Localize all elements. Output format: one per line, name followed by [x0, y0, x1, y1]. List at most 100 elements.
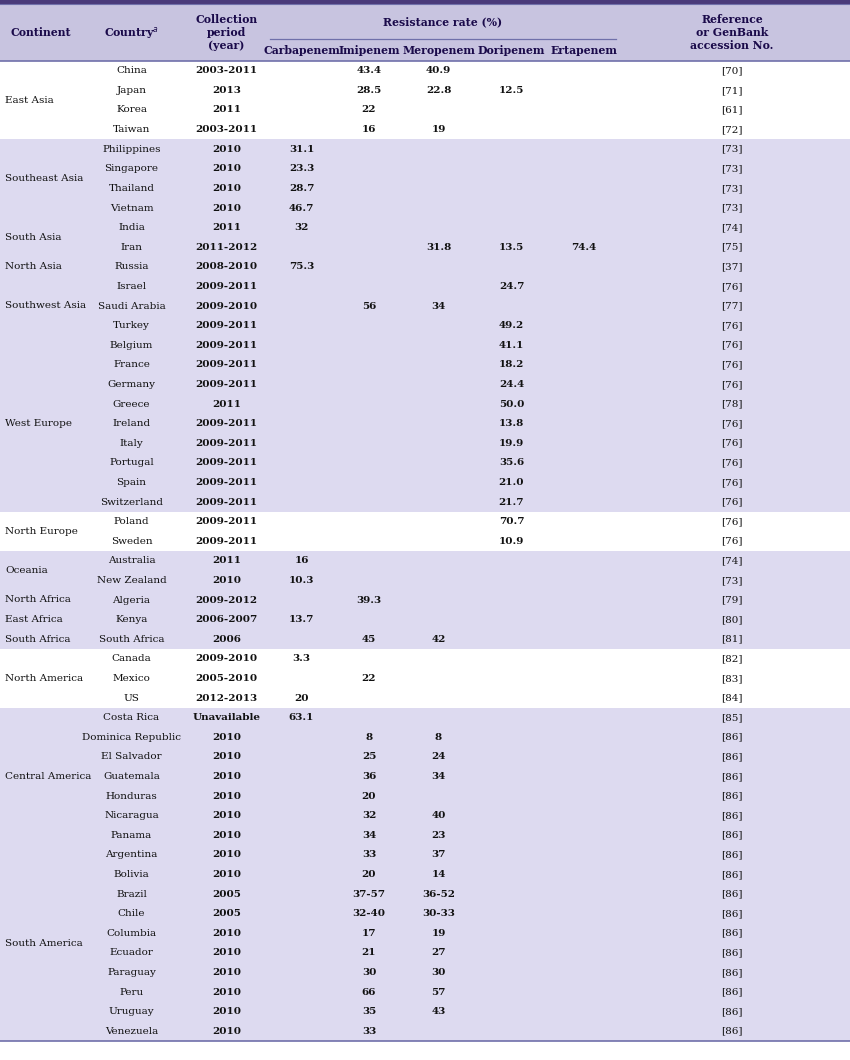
Bar [0, 374, 850, 394]
Text: North Asia: North Asia [5, 262, 62, 271]
Bar [0, 355, 850, 374]
Text: Southwest Asia: Southwest Asia [5, 301, 86, 311]
Text: Doripenem: Doripenem [478, 45, 545, 55]
Text: Turkey: Turkey [113, 321, 150, 330]
Text: [76]: [76] [722, 439, 743, 447]
Bar [0, 4, 850, 61]
Text: New Zealand: New Zealand [97, 576, 167, 585]
Text: South America: South America [5, 938, 82, 948]
Bar [0, 747, 850, 766]
Text: 13.7: 13.7 [289, 615, 314, 624]
Bar [0, 551, 850, 570]
Text: 22: 22 [362, 106, 377, 114]
Text: [79]: [79] [722, 596, 743, 604]
Text: Uruguay: Uruguay [109, 1007, 155, 1017]
Text: 2010: 2010 [212, 732, 241, 742]
Text: [86]: [86] [722, 1007, 743, 1017]
Text: 28.7: 28.7 [289, 183, 314, 193]
Text: 35.6: 35.6 [499, 458, 524, 467]
Text: Peru: Peru [120, 988, 144, 996]
Text: Japan: Japan [116, 86, 146, 95]
Text: 2010: 2010 [212, 850, 241, 860]
Bar [0, 962, 850, 983]
Text: 2010: 2010 [212, 949, 241, 957]
Text: US: US [123, 693, 139, 703]
Bar [0, 81, 850, 101]
Text: Nicaragua: Nicaragua [104, 811, 159, 820]
Text: 31.8: 31.8 [426, 243, 451, 251]
Text: 2009-2011: 2009-2011 [196, 478, 258, 487]
Bar [0, 394, 850, 413]
Text: [86]: [86] [722, 732, 743, 742]
Text: India: India [118, 223, 145, 232]
Bar [0, 610, 850, 630]
Text: Ertapenem: Ertapenem [550, 45, 617, 55]
Bar [0, 257, 850, 277]
Text: 2009-2011: 2009-2011 [196, 282, 258, 290]
Text: Taiwan: Taiwan [113, 125, 150, 135]
Bar [0, 178, 850, 198]
Text: 2009-2011: 2009-2011 [196, 340, 258, 350]
Text: 2011-2012: 2011-2012 [196, 243, 258, 251]
Text: 2010: 2010 [212, 772, 241, 781]
Text: 24: 24 [431, 753, 445, 761]
Text: Korea: Korea [116, 106, 147, 114]
Text: 2009-2011: 2009-2011 [196, 439, 258, 447]
Text: 16: 16 [362, 125, 377, 135]
Text: 2003-2011: 2003-2011 [196, 125, 258, 135]
Text: [74]: [74] [722, 223, 743, 232]
Bar [0, 140, 850, 159]
Text: [86]: [86] [722, 968, 743, 977]
Bar [0, 473, 850, 492]
Text: Germany: Germany [107, 379, 156, 389]
Text: [73]: [73] [722, 145, 743, 154]
Text: [72]: [72] [722, 125, 743, 135]
Text: West Europe: West Europe [5, 419, 72, 428]
Text: North America: North America [5, 674, 83, 683]
Text: 2005: 2005 [212, 909, 241, 918]
Text: Australia: Australia [108, 556, 156, 565]
Text: Brazil: Brazil [116, 889, 147, 899]
Text: [76]: [76] [722, 282, 743, 290]
Bar [0, 688, 850, 708]
Text: 3.3: 3.3 [292, 654, 310, 664]
Text: [86]: [86] [722, 949, 743, 957]
Text: 19.9: 19.9 [499, 439, 524, 447]
Text: Paraguay: Paraguay [107, 968, 156, 977]
Text: 24.4: 24.4 [499, 379, 524, 389]
Text: 37-57: 37-57 [353, 889, 386, 899]
Text: 13.5: 13.5 [499, 243, 524, 251]
Text: 2010: 2010 [212, 164, 241, 173]
Text: 2009-2011: 2009-2011 [196, 458, 258, 467]
Text: 32: 32 [362, 811, 377, 820]
Text: 21.0: 21.0 [499, 478, 524, 487]
Text: Honduras: Honduras [105, 792, 157, 800]
Text: Ireland: Ireland [112, 419, 150, 428]
Bar [0, 217, 850, 237]
Text: 21.7: 21.7 [499, 497, 524, 507]
Text: 39.3: 39.3 [356, 596, 382, 604]
Text: 74.4: 74.4 [571, 243, 596, 251]
Text: [37]: [37] [722, 262, 743, 271]
Text: 2009-2011: 2009-2011 [196, 379, 258, 389]
Text: 2009-2011: 2009-2011 [196, 536, 258, 546]
Text: [70]: [70] [722, 67, 743, 75]
Text: 2013: 2013 [212, 86, 241, 95]
Bar [0, 570, 850, 590]
Text: 33: 33 [362, 1027, 376, 1036]
Text: 20: 20 [362, 870, 377, 879]
Bar [0, 159, 850, 178]
Text: 2010: 2010 [212, 929, 241, 938]
Text: 23: 23 [431, 831, 445, 840]
Text: [86]: [86] [722, 772, 743, 781]
Text: South Asia: South Asia [5, 233, 61, 242]
Bar [0, 434, 850, 453]
Bar [0, 983, 850, 1002]
Text: 66: 66 [362, 988, 377, 996]
Text: 32-40: 32-40 [353, 909, 386, 918]
Text: France: France [113, 360, 150, 369]
Text: [76]: [76] [722, 419, 743, 428]
Text: 23.3: 23.3 [289, 164, 314, 173]
Text: 20: 20 [362, 792, 377, 800]
Bar [0, 806, 850, 826]
